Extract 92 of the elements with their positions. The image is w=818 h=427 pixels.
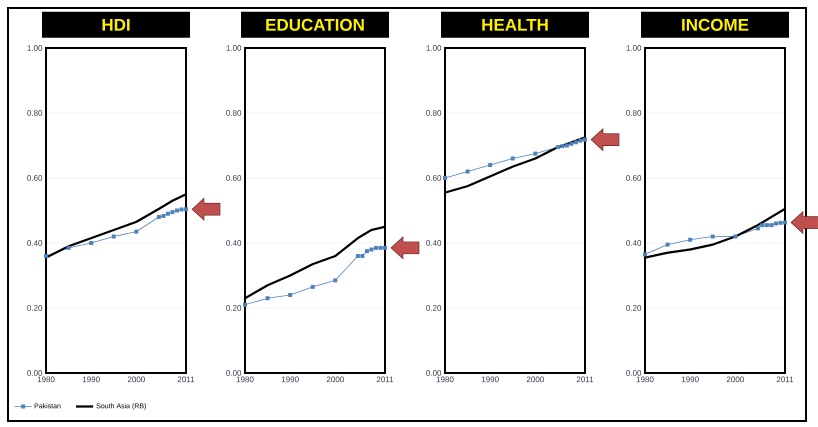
point xyxy=(89,240,94,245)
x-tick-label: 2011 xyxy=(576,376,594,382)
point xyxy=(764,223,769,228)
y-tick-label: 0.40 xyxy=(426,240,442,246)
point xyxy=(112,234,116,238)
point xyxy=(161,214,166,218)
point xyxy=(569,142,574,146)
y-tick-label: 0.20 xyxy=(426,305,442,311)
x-tick-label: 2000 xyxy=(326,376,344,382)
point xyxy=(356,254,360,258)
y-tick-label: 1.00 xyxy=(28,45,42,51)
y-tick-label: 0.80 xyxy=(626,110,642,116)
x-tick-label: 1990 xyxy=(282,376,299,382)
y-tick-label: 0.80 xyxy=(426,110,442,116)
point xyxy=(774,221,778,226)
y-tick-label: 1.00 xyxy=(426,45,442,51)
point xyxy=(510,156,515,160)
chart-title: HEALTH xyxy=(482,18,548,31)
point xyxy=(243,302,248,307)
y-tick-label: 0.60 xyxy=(226,175,242,181)
x-tick-label: 2011 xyxy=(178,376,194,382)
point xyxy=(574,140,578,144)
x-tick-label: 1990 xyxy=(482,376,499,382)
x-tick-label: 2011 xyxy=(376,376,394,382)
x-tick-label: 2000 xyxy=(128,376,145,382)
y-tick-label: 0.20 xyxy=(626,305,642,311)
y-tick-label: 0.60 xyxy=(27,175,42,181)
point xyxy=(156,214,161,219)
y-tick-label: 0.00 xyxy=(426,370,442,376)
point xyxy=(383,246,388,250)
point xyxy=(360,254,364,258)
point xyxy=(564,143,569,148)
point xyxy=(333,278,338,282)
x-tick-label: 1980 xyxy=(236,376,254,382)
point xyxy=(66,246,71,250)
point xyxy=(369,247,374,252)
point xyxy=(364,249,369,254)
point xyxy=(533,152,538,156)
point xyxy=(44,254,48,258)
point xyxy=(166,212,170,216)
y-tick-label: 0.00 xyxy=(226,370,242,376)
point xyxy=(778,220,782,225)
y-tick-label: 0.40 xyxy=(27,240,42,246)
point xyxy=(643,252,648,256)
point xyxy=(688,238,692,242)
y-tick-label: 0.40 xyxy=(626,240,642,246)
y-tick-label: 0.60 xyxy=(626,175,642,181)
point xyxy=(443,176,448,180)
x-tick-label: 2011 xyxy=(776,376,794,382)
x-tick-label: 1990 xyxy=(682,376,699,382)
x-tick-label: 1980 xyxy=(38,376,55,382)
point xyxy=(583,138,587,142)
x-tick-label: 2000 xyxy=(526,376,544,382)
y-tick-label: 0.80 xyxy=(27,110,42,116)
point xyxy=(170,210,174,214)
point xyxy=(760,223,764,228)
point xyxy=(288,292,292,297)
point xyxy=(733,234,738,238)
point xyxy=(266,296,270,300)
y-tick-label: 0.00 xyxy=(27,370,42,376)
y-tick-label: 0.00 xyxy=(626,370,642,376)
y-tick-label: 0.60 xyxy=(426,175,442,181)
x-tick-label: 1980 xyxy=(636,376,654,382)
y-tick-label: 1.00 xyxy=(626,45,642,51)
point xyxy=(710,234,715,238)
y-tick-label: 0.40 xyxy=(226,240,242,246)
chart-title: INCOME xyxy=(682,18,748,31)
y-tick-label: 1.00 xyxy=(226,45,242,51)
point xyxy=(756,226,760,230)
point xyxy=(374,246,378,250)
point xyxy=(769,223,774,228)
point xyxy=(310,284,315,289)
point xyxy=(134,230,138,234)
point xyxy=(378,246,382,250)
y-tick-label: 0.20 xyxy=(27,305,42,311)
point xyxy=(488,162,492,167)
point xyxy=(556,145,560,150)
point xyxy=(560,144,564,148)
x-tick-label: 1980 xyxy=(436,376,454,382)
y-tick-label: 0.80 xyxy=(226,110,242,116)
point xyxy=(578,138,582,143)
point xyxy=(179,208,184,212)
point xyxy=(184,207,188,212)
point xyxy=(466,169,470,174)
chart-title: EDUCATION xyxy=(266,18,364,31)
chart-title: HDI xyxy=(102,18,130,31)
point xyxy=(783,220,787,225)
point xyxy=(174,208,179,212)
y-tick-label: 0.20 xyxy=(226,305,242,311)
x-tick-label: 1990 xyxy=(82,376,100,382)
x-tick-label: 2000 xyxy=(726,376,744,382)
point xyxy=(666,242,670,247)
